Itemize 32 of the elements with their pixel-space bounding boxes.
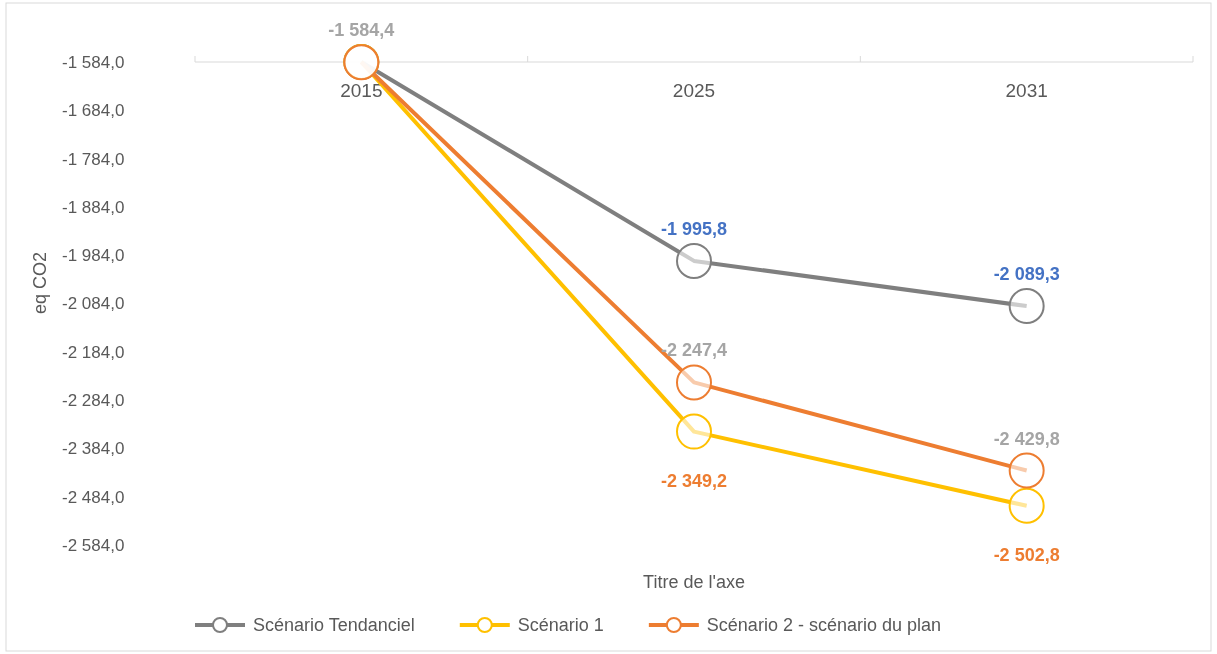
point	[1008, 487, 1045, 524]
legend-label: Scénario 1	[517, 615, 604, 635]
data-label: -2 349,2	[660, 470, 728, 491]
y-tick-label: -1 684,0	[62, 101, 125, 121]
legend-label: Scénario 2 - scénario du plan	[706, 615, 941, 635]
data-label: -1 995,8	[660, 218, 728, 239]
y-tick-label: -2 384,0	[62, 439, 125, 459]
x-tick-label: 2025	[672, 80, 716, 102]
data-label: -1 584,4	[328, 20, 395, 41]
y-tick-label: -2 084,0	[62, 294, 125, 314]
point	[1008, 288, 1045, 325]
y-tick-label: -1 984,0	[62, 246, 125, 266]
x-tick-label: 2015	[340, 80, 383, 102]
data-label: -2 502,8	[993, 544, 1060, 565]
y-tick-label: -1 884,0	[62, 197, 125, 217]
y-tick-label: -1 584,0	[62, 52, 125, 72]
point	[1008, 452, 1045, 489]
y-tick-label: -2 284,0	[62, 391, 125, 411]
data-label: -2 429,8	[993, 428, 1060, 449]
point	[676, 413, 712, 450]
point	[676, 242, 712, 279]
point	[676, 364, 712, 401]
data-label: -2 247,4	[660, 340, 728, 361]
y-tick-label: -2 184,0	[62, 342, 125, 362]
data-label: -2 089,3	[993, 264, 1060, 285]
x-axis-title: Titre de l'axe	[643, 572, 745, 592]
y-tick-label: -2 584,0	[62, 535, 125, 555]
y-axis-title: eq CO2	[30, 251, 50, 315]
x-tick-label: 2031	[1005, 80, 1048, 102]
y-tick-label: -2 484,0	[62, 487, 125, 507]
y-tick-label: -1 784,0	[62, 149, 125, 169]
legend-label: Scénario Tendanciel	[253, 615, 415, 635]
